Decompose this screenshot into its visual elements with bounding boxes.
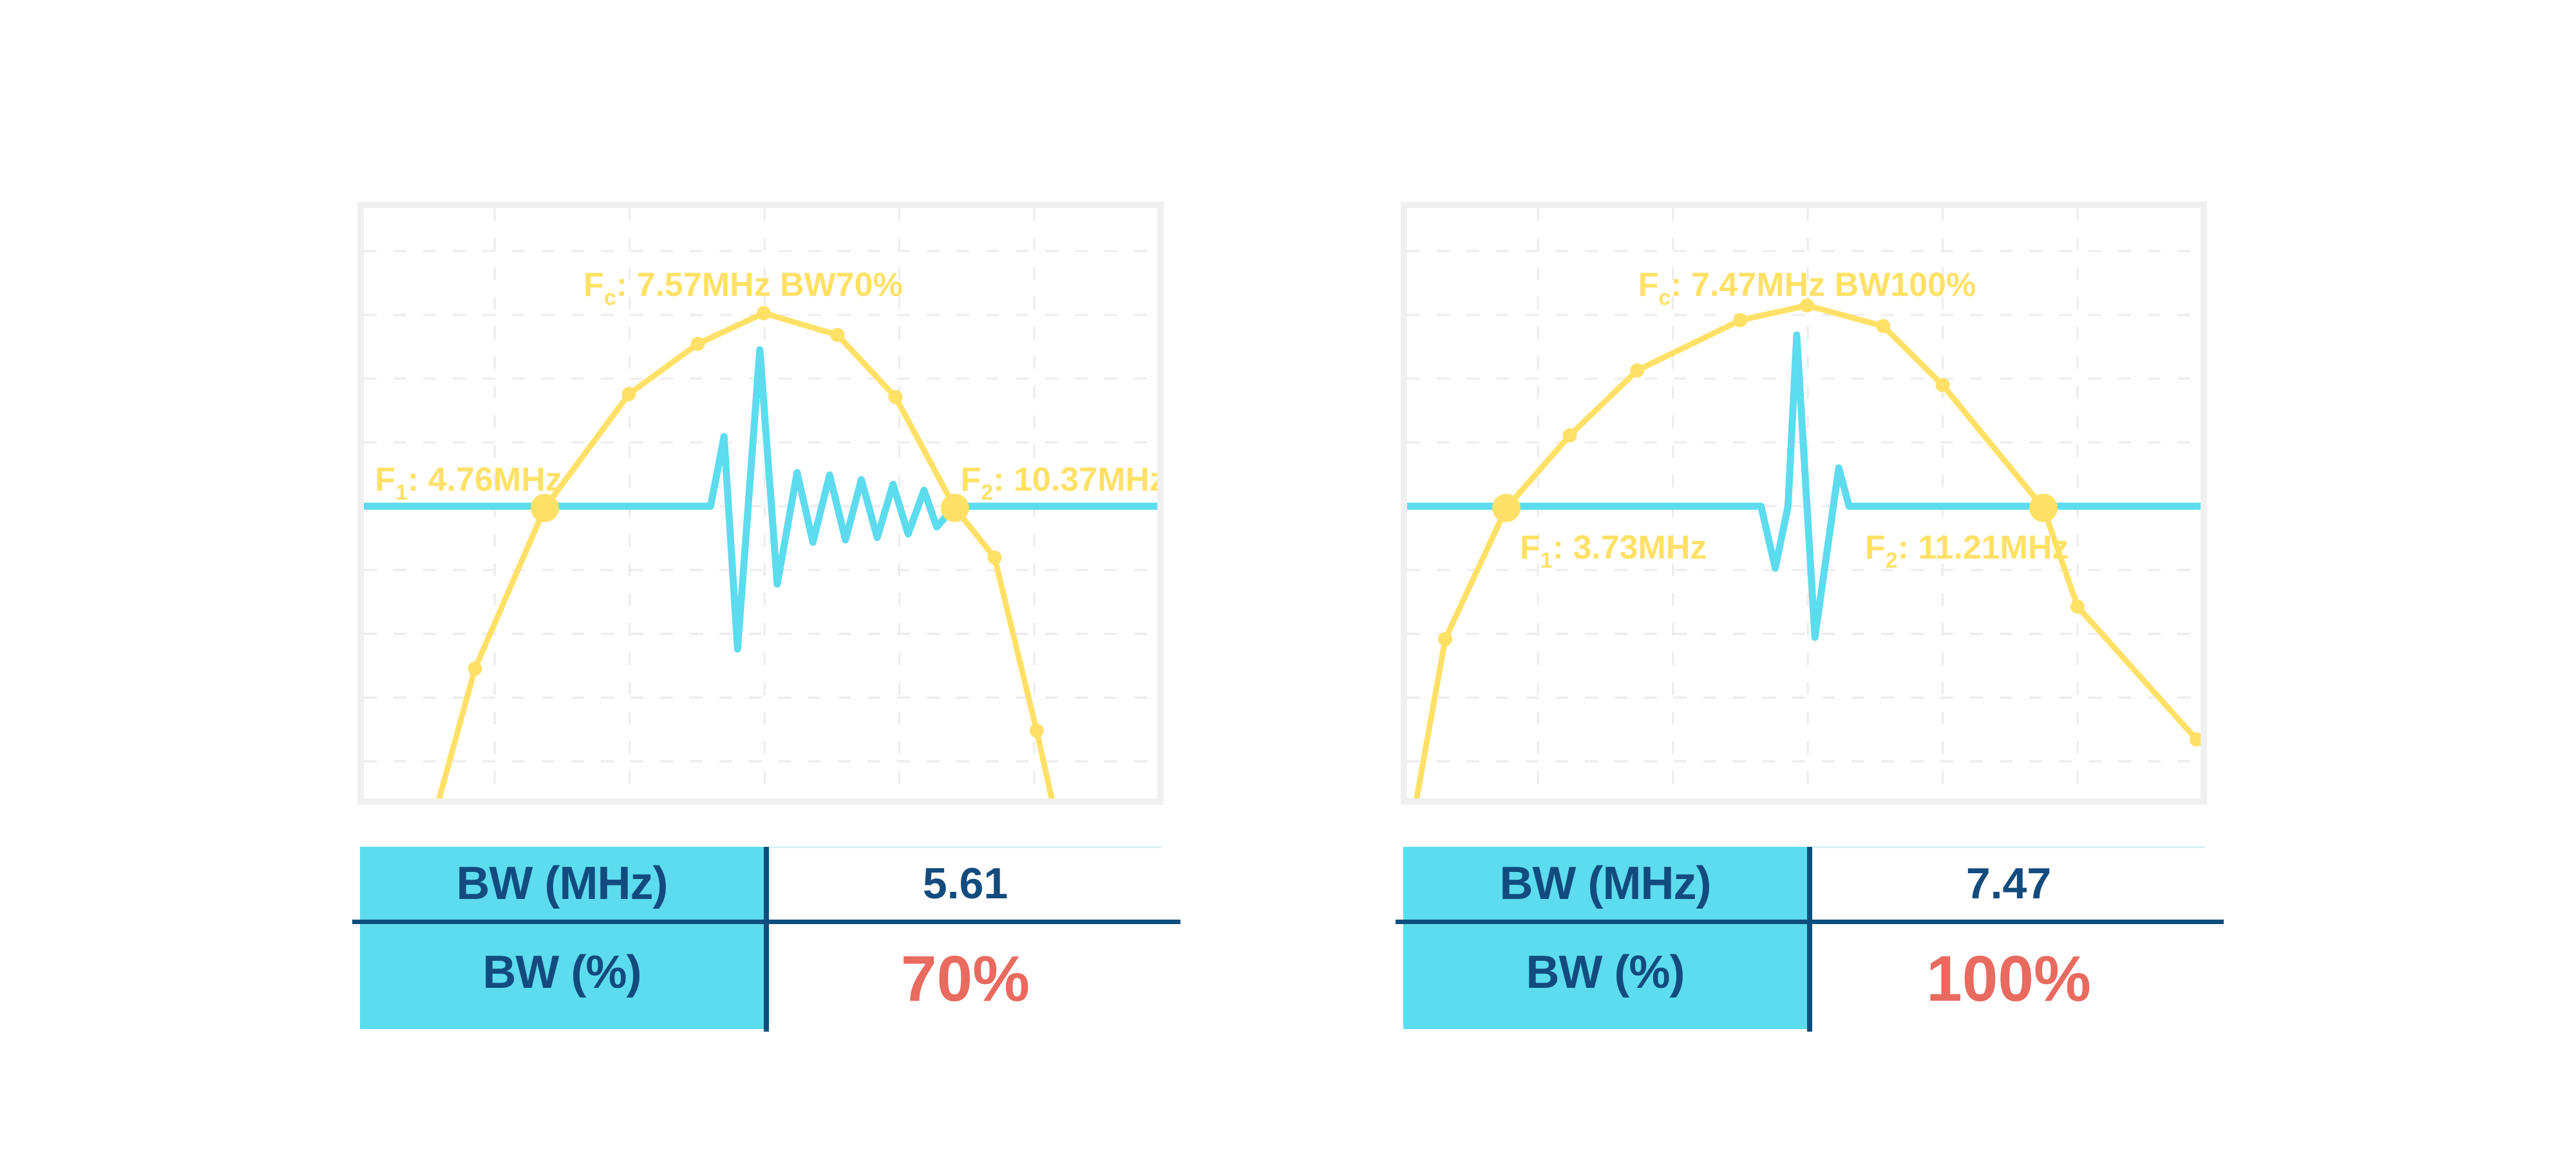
data-point-dot: [1562, 428, 1577, 442]
table-header-column: [1403, 847, 1807, 1029]
table-horizontal-divider: [352, 920, 1180, 924]
data-point-dot: [1029, 723, 1044, 738]
data-point-dot: [987, 550, 1002, 565]
fc-label: Fc: 7.47MHz BW100%: [1638, 267, 1976, 310]
fc-label: Fc: 7.57MHz BW70%: [583, 267, 903, 310]
spectrum-chart-bw70: Fc: 7.57MHz BW70% F1: 4.76MHz F2: 10.37MHz: [364, 208, 1157, 799]
f1-label: F1: 3.73MHz: [1520, 529, 1707, 573]
f1-label: F1: 4.76MHz: [375, 461, 562, 505]
pulse-waveform-line: [1407, 331, 2201, 641]
spectrum-panel-bw100: Fc: 7.47MHz BW100% F1: 3.73MHz F2: 11.21MH…: [1401, 202, 2207, 805]
f2-label: F2: 10.37MHz: [961, 461, 1158, 505]
bw-pct-value: 100%: [1926, 942, 2091, 1015]
bw-pct-label: BW (%): [1526, 947, 1685, 998]
bw-mhz-label: BW (MHz): [1499, 857, 1712, 909]
bw-mhz-value: 5.61: [922, 858, 1009, 908]
cutoff-frequency-dot: [2029, 493, 2058, 522]
data-point-dot: [1799, 298, 1814, 313]
bandwidth-table-bw100: BW (MHz) BW (%) 7.47 100%: [1396, 846, 2226, 1039]
data-point-dot: [2189, 732, 2201, 747]
data-point-dot: [2070, 600, 2085, 614]
spectrum-chart-bw100: Fc: 7.47MHz BW100% F1: 3.73MHz F2: 11.21MH…: [1407, 208, 2201, 799]
frequency-spectrum-line: [1414, 302, 2200, 799]
bw-pct-value: 70%: [900, 942, 1030, 1015]
table-vertical-divider: [764, 847, 769, 1032]
data-point-dot: [1438, 632, 1453, 647]
table-header-column: [360, 847, 764, 1029]
data-point-dot: [468, 661, 482, 676]
data-point-dot: [1733, 313, 1748, 328]
bandwidth-table-bw70: BW (MHz) BW (%) 5.61 70%: [352, 846, 1183, 1039]
spectrum-panel-bw70: Fc: 7.57MHz BW70% F1: 4.76MHz F2: 10.37MHz: [357, 202, 1164, 805]
bw-pct-label: BW (%): [482, 947, 642, 998]
pulse-waveform-line: [364, 346, 1157, 653]
data-point-dot: [1630, 363, 1645, 378]
table-vertical-divider: [1807, 847, 1812, 1032]
f2-label: F2: 11.21MHz: [1865, 529, 2069, 573]
data-point-dot: [888, 390, 903, 404]
data-point-dot: [756, 306, 771, 321]
data-point-dot: [621, 386, 636, 401]
frequency-spectrum-line: [436, 310, 1055, 799]
bw-mhz-value: 7.47: [1965, 858, 2052, 908]
data-point-dot: [1876, 319, 1891, 334]
bw-mhz-label: BW (MHz): [456, 857, 668, 909]
cutoff-frequency-dot: [940, 493, 969, 522]
cutoff-frequency-dot: [1492, 493, 1520, 522]
data-point-dot: [1935, 378, 1950, 393]
table-top-line: [1812, 846, 2205, 848]
table-horizontal-divider: [1396, 920, 2224, 924]
data-point-dot: [830, 328, 845, 343]
table-top-line: [769, 846, 1162, 848]
data-point-dot: [690, 336, 705, 351]
cutoff-frequency-dot: [530, 493, 559, 522]
